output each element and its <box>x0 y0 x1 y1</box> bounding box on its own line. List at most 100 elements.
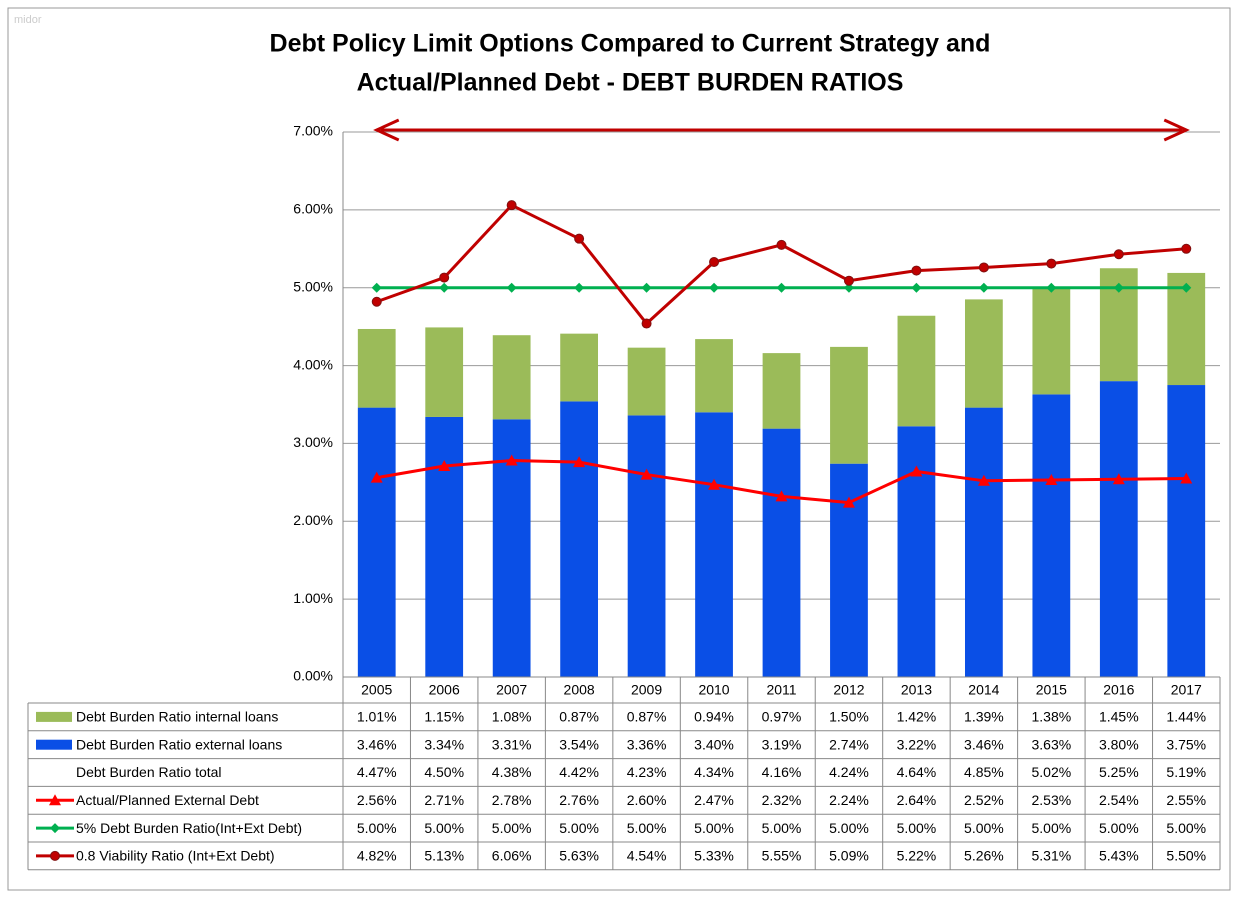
table-value: 4.38% <box>492 764 532 780</box>
chart-title: Actual/Planned Debt - DEBT BURDEN RATIOS <box>357 69 904 97</box>
bar <box>964 299 1003 408</box>
marker <box>708 478 721 490</box>
bar <box>762 428 801 677</box>
table-value: 5.00% <box>492 820 532 836</box>
table-value: 4.82% <box>357 848 397 864</box>
table-value: 1.01% <box>357 709 397 725</box>
table-value: 3.19% <box>762 736 802 752</box>
y-tick-label: 6.00% <box>293 201 333 217</box>
bar <box>357 328 396 408</box>
marker <box>50 850 60 861</box>
marker <box>506 282 517 293</box>
table-value: 5.33% <box>694 848 734 864</box>
marker <box>843 282 854 293</box>
table-value: 3.63% <box>1031 736 1071 752</box>
marker <box>1181 282 1192 293</box>
marker <box>776 239 787 250</box>
table-value: 5.43% <box>1099 848 1139 864</box>
marker <box>641 318 652 329</box>
table-value: 1.08% <box>492 709 532 725</box>
table-value: 5.26% <box>964 848 1004 864</box>
table-value: 5.55% <box>762 848 802 864</box>
table-value: 5.00% <box>1166 820 1206 836</box>
marker <box>775 490 788 502</box>
table-value: 4.47% <box>357 764 397 780</box>
x-tick-label: 2005 <box>361 682 392 698</box>
bar <box>492 335 531 420</box>
marker <box>506 200 517 211</box>
legend-label: Debt Burden Ratio total <box>76 764 222 780</box>
marker <box>1045 474 1058 486</box>
table-value: 0.87% <box>559 709 599 725</box>
table-value: 2.74% <box>829 736 869 752</box>
table-value: 1.38% <box>1031 709 1071 725</box>
marker <box>843 275 854 286</box>
table-value: 3.46% <box>357 736 397 752</box>
table-value: 5.13% <box>424 848 464 864</box>
marker <box>842 496 855 508</box>
marker <box>776 282 787 293</box>
bar <box>627 347 666 416</box>
x-tick-label: 2007 <box>496 682 527 698</box>
marker <box>370 471 383 483</box>
legend-label: 5% Debt Burden Ratio(Int+Ext Debt) <box>76 820 302 836</box>
marker <box>640 468 653 480</box>
range-arrow-head <box>1163 118 1190 142</box>
table-value: 5.00% <box>897 820 937 836</box>
table-value: 5.09% <box>829 848 869 864</box>
table-value: 2.54% <box>1099 792 1139 808</box>
table-value: 5.02% <box>1031 764 1071 780</box>
bar <box>964 407 1003 677</box>
table-value: 2.47% <box>694 792 734 808</box>
table-value: 2.32% <box>762 792 802 808</box>
marker <box>1113 249 1124 260</box>
table-value: 1.50% <box>829 709 869 725</box>
table-value: 2.52% <box>964 792 1004 808</box>
table-value: 5.63% <box>559 848 599 864</box>
marker <box>50 823 60 834</box>
marker <box>371 282 382 293</box>
bar <box>695 339 733 413</box>
table-value: 4.34% <box>694 764 734 780</box>
marker <box>911 265 922 276</box>
table-value: 5.00% <box>1099 820 1139 836</box>
marker <box>1181 243 1192 254</box>
marker <box>574 282 585 293</box>
marker <box>1046 258 1057 269</box>
table-value: 5.00% <box>627 820 667 836</box>
watermark: midor <box>14 14 42 26</box>
table-value: 0.97% <box>762 709 802 725</box>
x-tick-label: 2011 <box>766 682 796 698</box>
x-tick-label: 2008 <box>564 682 595 698</box>
x-tick-label: 2013 <box>901 682 932 698</box>
bar <box>830 346 868 464</box>
marker <box>371 296 382 307</box>
x-tick-label: 2009 <box>631 682 662 698</box>
table-value: 2.64% <box>897 792 937 808</box>
chart-title: Debt Policy Limit Options Compared to Cu… <box>270 30 991 58</box>
table-value: 3.36% <box>627 736 667 752</box>
table-value: 4.24% <box>829 764 869 780</box>
bar <box>560 333 599 402</box>
bar <box>1167 385 1206 677</box>
table-value: 5.00% <box>424 820 464 836</box>
table-value: 5.50% <box>1166 848 1206 864</box>
bar <box>1032 286 1071 395</box>
marker <box>910 465 923 477</box>
table-value: 4.23% <box>627 764 667 780</box>
table-value: 5.31% <box>1031 848 1071 864</box>
marker <box>911 282 922 293</box>
y-tick-label: 2.00% <box>293 512 333 528</box>
table-value: 2.24% <box>829 792 869 808</box>
marker <box>1046 282 1057 293</box>
legend-swatch <box>36 739 72 750</box>
legend-label: Debt Burden Ratio internal loans <box>76 709 278 725</box>
table-value: 1.45% <box>1099 709 1139 725</box>
table-value: 1.44% <box>1166 709 1206 725</box>
y-tick-label: 0.00% <box>293 668 333 684</box>
marker <box>978 262 989 273</box>
table-value: 3.75% <box>1166 736 1206 752</box>
marker <box>709 257 720 268</box>
